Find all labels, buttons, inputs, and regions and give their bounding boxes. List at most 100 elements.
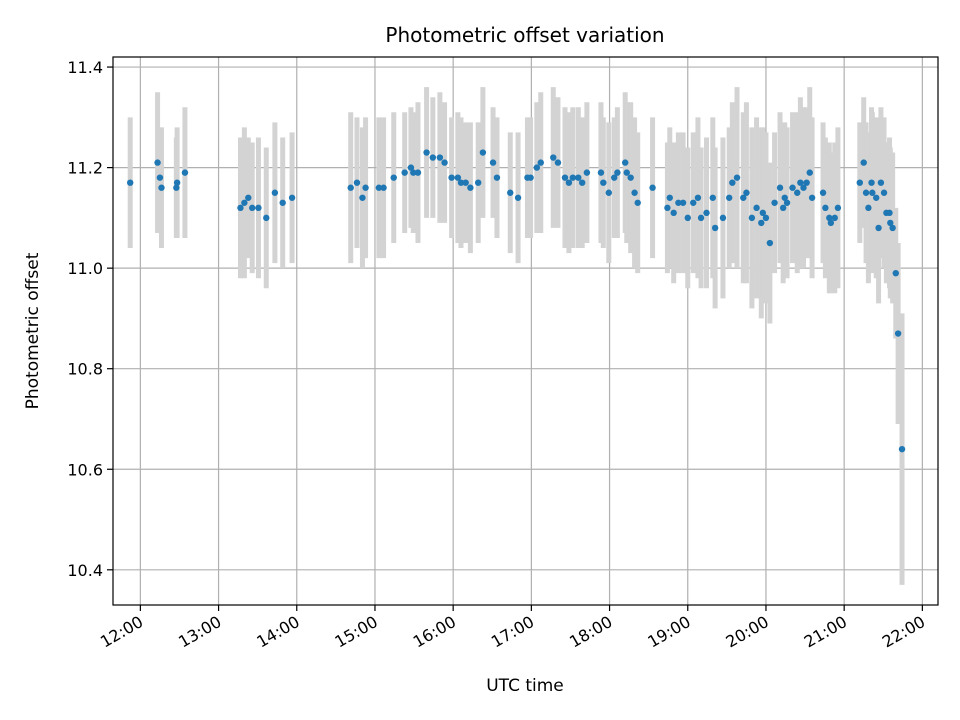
- data-point: [407, 164, 415, 171]
- y-tick-label: 11.2: [67, 159, 103, 178]
- data-point: [454, 174, 462, 181]
- data-point: [359, 194, 366, 201]
- data-point: [808, 194, 816, 201]
- data-point: [429, 154, 437, 161]
- data-point: [467, 184, 474, 191]
- data-point: [894, 330, 902, 337]
- data-point: [726, 194, 733, 201]
- data-point: [766, 239, 774, 247]
- data-point: [533, 164, 541, 171]
- data-point: [156, 174, 164, 181]
- data-point: [600, 179, 607, 186]
- data-point: [436, 154, 444, 161]
- data-point: [740, 194, 747, 201]
- data-point: [507, 189, 514, 196]
- data-point: [173, 179, 181, 186]
- data-point: [127, 179, 134, 186]
- data-point: [869, 189, 876, 196]
- y-axis-ticks: 10.4 10.6 10.8 11.0 11.2 11.4: [67, 58, 113, 580]
- data-point: [875, 224, 882, 232]
- data-point: [868, 179, 875, 186]
- data-point: [347, 184, 354, 191]
- data-point: [597, 169, 605, 176]
- data-point: [886, 209, 893, 217]
- data-point: [873, 194, 880, 201]
- data-points: [127, 149, 906, 453]
- data-point: [181, 169, 189, 176]
- data-point: [575, 174, 582, 181]
- data-point: [362, 184, 369, 191]
- data-point: [611, 174, 618, 181]
- data-point: [877, 179, 885, 186]
- data-point: [561, 174, 569, 181]
- data-point: [887, 219, 894, 227]
- data-point: [288, 194, 296, 201]
- data-point: [550, 154, 557, 161]
- data-point: [622, 159, 629, 166]
- data-point: [880, 189, 888, 196]
- data-point: [154, 159, 161, 166]
- data-point: [380, 184, 387, 191]
- data-point: [733, 174, 741, 181]
- data-point: [690, 199, 697, 206]
- data-point: [860, 159, 867, 166]
- data-point: [856, 179, 864, 186]
- chart-title: Photometric offset variation: [385, 23, 664, 47]
- data-point: [401, 169, 408, 176]
- data-point: [248, 204, 256, 212]
- y-tick-label: 11.0: [67, 259, 103, 278]
- y-tick-label: 10.4: [67, 561, 103, 580]
- data-point: [479, 149, 487, 156]
- data-point: [493, 174, 501, 181]
- data-point: [614, 169, 621, 176]
- data-point: [158, 184, 165, 191]
- data-point: [441, 159, 448, 166]
- data-point: [489, 159, 497, 166]
- data-point: [241, 199, 248, 206]
- data-point: [789, 184, 796, 191]
- y-tick-label: 10.8: [67, 360, 103, 379]
- data-point: [649, 184, 656, 191]
- data-point: [578, 179, 586, 186]
- data-point: [514, 194, 522, 201]
- data-point: [753, 204, 760, 212]
- data-point: [423, 149, 430, 156]
- data-point: [237, 204, 244, 212]
- data-point: [748, 214, 756, 222]
- data-point: [781, 194, 788, 201]
- data-point: [255, 204, 262, 212]
- data-point: [709, 194, 716, 201]
- data-point: [826, 214, 833, 222]
- data-point: [664, 204, 671, 212]
- data-point: [666, 194, 673, 201]
- data-point: [448, 174, 455, 181]
- data-point: [783, 199, 791, 206]
- data-point: [410, 169, 417, 176]
- data-point: [279, 199, 286, 206]
- data-point: [457, 179, 465, 186]
- data-point: [462, 179, 469, 186]
- data-point: [375, 184, 383, 191]
- data-point: [684, 214, 691, 222]
- data-point: [271, 189, 279, 196]
- data-point: [759, 209, 767, 217]
- data-point: [670, 209, 677, 217]
- data-point: [719, 214, 727, 222]
- data-point: [675, 199, 682, 206]
- data-point: [892, 269, 899, 277]
- data-point: [631, 189, 638, 196]
- y-tick-label: 11.4: [67, 58, 103, 77]
- data-point: [245, 194, 252, 201]
- data-point: [697, 214, 705, 222]
- data-point: [554, 159, 562, 166]
- data-point: [414, 169, 422, 176]
- data-point: [694, 194, 702, 201]
- data-point: [537, 159, 544, 166]
- data-point: [703, 209, 710, 217]
- data-point: [779, 204, 787, 212]
- data-point: [390, 174, 397, 181]
- data-point: [865, 204, 872, 212]
- data-point: [776, 184, 784, 191]
